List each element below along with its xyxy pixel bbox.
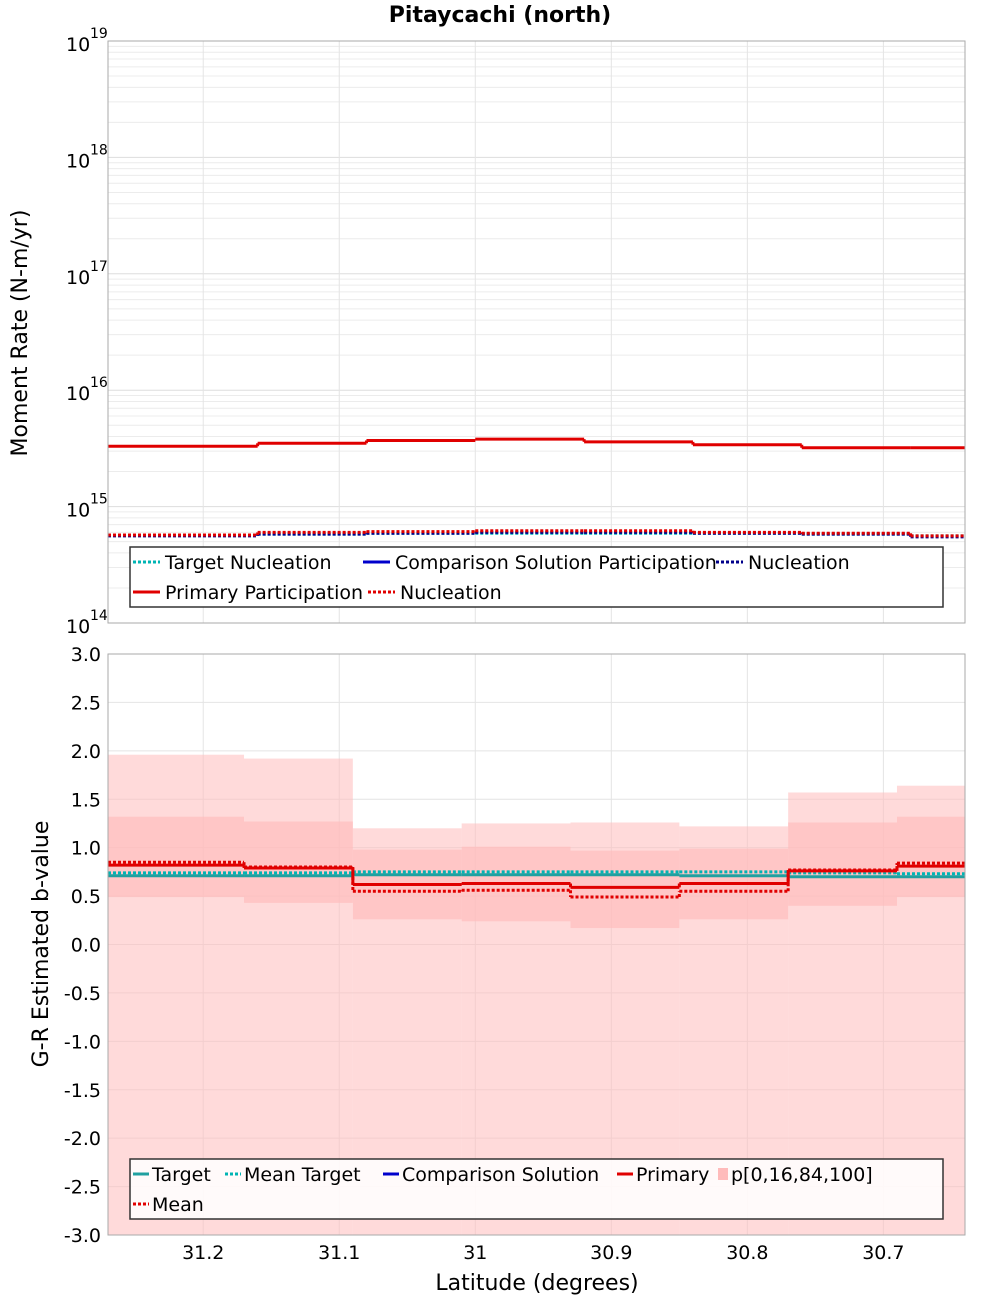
top-y-axis-label: Moment Rate (N-m/yr) bbox=[8, 210, 33, 457]
bottom-legend-box bbox=[129, 1158, 944, 1220]
bottom-y-tick-label: 3.0 bbox=[71, 644, 101, 666]
bottom-y-tick-label: 1.5 bbox=[71, 789, 101, 811]
top-y-tick-exponent: 17 bbox=[90, 259, 108, 275]
bottom-y-tick-label: -2.0 bbox=[64, 1128, 101, 1150]
bottom-legend-label-0: Target bbox=[151, 1164, 211, 1186]
x-tick-label: 30.7 bbox=[862, 1242, 904, 1264]
band-p16-p84 bbox=[788, 822, 897, 906]
band-p16-p84 bbox=[896, 816, 965, 898]
bottom-legend-label-1: Mean Target bbox=[244, 1164, 361, 1186]
top-y-tick-exponent: 15 bbox=[90, 492, 108, 508]
bottom-y-axis-label: G-R Estimated b-value bbox=[29, 821, 54, 1068]
bottom-y-tick-label: 0.5 bbox=[71, 886, 101, 908]
bottom-y-tick-label: -3.0 bbox=[64, 1225, 101, 1247]
bottom-y-tick-label: 2.5 bbox=[71, 692, 101, 714]
top-y-tick-exponent: 18 bbox=[90, 142, 108, 158]
bottom-y-tick-label: 2.0 bbox=[71, 741, 101, 763]
top-y-tick-label: 10 bbox=[66, 150, 90, 172]
bottom-y-tick-label: -2.5 bbox=[64, 1177, 101, 1199]
top-legend-label-4: Nucleation bbox=[400, 582, 502, 604]
bottom-legend: Target Mean Target Comparison Solution Prim… bbox=[129, 1158, 944, 1220]
bottom-y-tick-label: 1.0 bbox=[71, 838, 101, 860]
bottom-legend-label-4: Mean bbox=[152, 1194, 204, 1216]
top-y-tick-exponent: 16 bbox=[90, 375, 108, 391]
x-tick-label: 31 bbox=[463, 1242, 487, 1264]
x-tick-label: 30.9 bbox=[590, 1242, 632, 1264]
x-axis-label: Latitude (degrees) bbox=[435, 1271, 638, 1296]
top-legend-box bbox=[129, 546, 944, 608]
bottom-y-tick-label: 0.0 bbox=[71, 935, 101, 957]
x-tick-label: 30.8 bbox=[726, 1242, 768, 1264]
top-y-tick-label: 10 bbox=[66, 34, 90, 56]
band-p16-p84 bbox=[244, 821, 353, 903]
band-p16-p84 bbox=[570, 850, 680, 929]
bottom-y-tick-label: -1.5 bbox=[64, 1080, 101, 1102]
bottom-legend-swatch-band bbox=[718, 1168, 728, 1180]
top-y-tick-label: 10 bbox=[66, 267, 90, 289]
x-tick-label: 31.1 bbox=[318, 1242, 360, 1264]
top-plot-area bbox=[108, 41, 965, 623]
b-value-panel: -3.0 -2.5 -2.0 -1.5 -1.0 -0.5 0.0 0.5 1.0 1.5 2.0 2… bbox=[64, 644, 966, 1264]
bottom-y-tick-label: -0.5 bbox=[64, 983, 101, 1005]
top-y-tick-label: 10 bbox=[66, 500, 90, 522]
chart-title: Pitaycachi (north) bbox=[389, 3, 611, 28]
top-legend-label-1: Comparison Solution Participation bbox=[395, 552, 717, 574]
top-legend-label-0: Target Nucleation bbox=[164, 552, 332, 574]
top-plot-frame bbox=[107, 40, 966, 624]
top-y-tick-exponent: 19 bbox=[90, 26, 108, 42]
top-y-tick-label: 10 bbox=[66, 383, 90, 405]
top-legend-label-3: Primary Participation bbox=[165, 582, 363, 604]
top-legend-label-2: Nucleation bbox=[748, 552, 850, 574]
bottom-legend-label-band: p[0,16,84,100] bbox=[731, 1164, 873, 1186]
bottom-plot-frame bbox=[107, 653, 966, 1236]
bottom-y-tick-label: -1.0 bbox=[64, 1031, 101, 1053]
bottom-legend-label-2: Comparison Solution bbox=[402, 1164, 599, 1186]
x-tick-label: 31.2 bbox=[182, 1242, 224, 1264]
top-y-tick-exponent: 14 bbox=[90, 608, 108, 624]
bottom-legend-label-3: Primary bbox=[636, 1164, 709, 1186]
band-p16-p84 bbox=[108, 816, 245, 898]
top-y-tick-label: 10 bbox=[66, 616, 90, 638]
top-legend: Target Nucleation Comparison Solution Par… bbox=[129, 546, 944, 608]
